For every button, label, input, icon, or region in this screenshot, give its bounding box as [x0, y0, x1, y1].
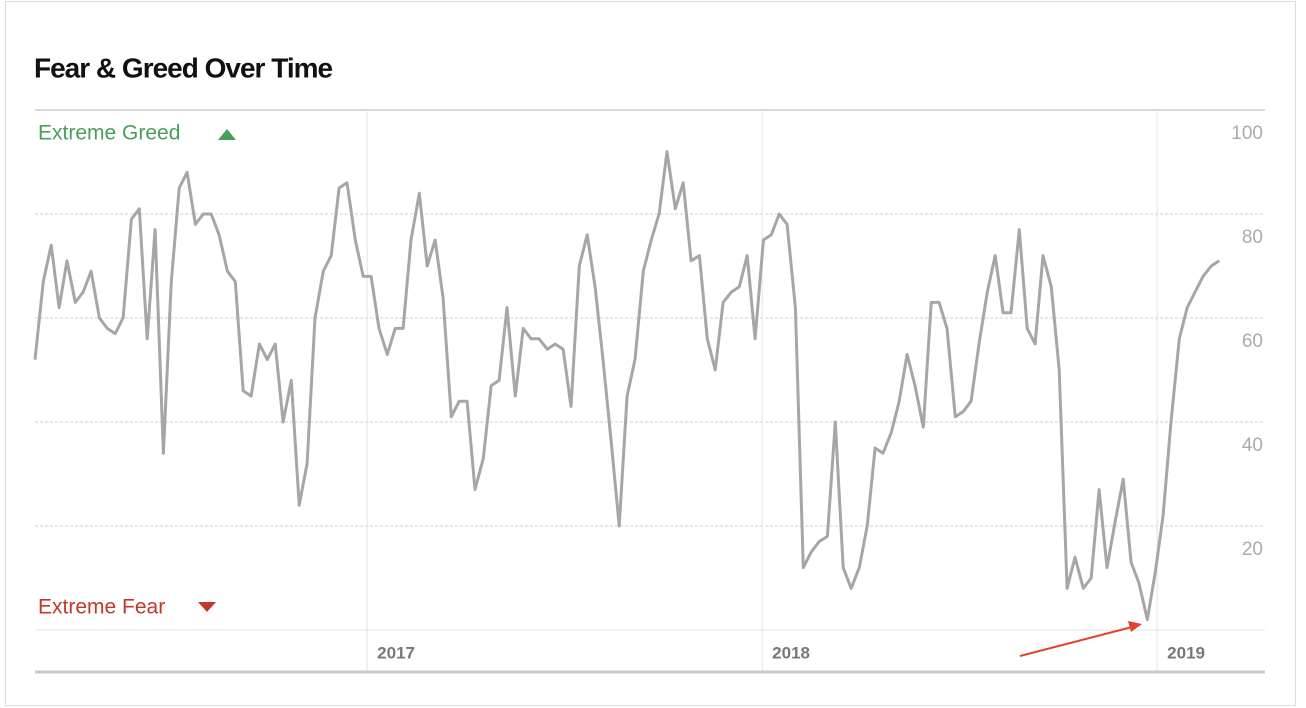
up-triangle [218, 129, 236, 140]
chart-title: Fear & Greed Over Time [34, 52, 333, 83]
y-tick-label: 20 [1242, 539, 1263, 560]
y-tick-label: 40 [1242, 435, 1263, 456]
x-tick-label: 2018 [772, 643, 810, 662]
x-tick-label: 2019 [1167, 643, 1205, 662]
fear-label: Extreme Fear [38, 596, 165, 619]
arrow-shaft [1019, 626, 1133, 657]
arrow-head [1128, 621, 1142, 632]
y-tick-label: 60 [1242, 331, 1263, 352]
panel-border [5, 1, 1296, 706]
y-tick-label: 80 [1242, 227, 1263, 248]
x-tick-label: 2017 [377, 643, 415, 662]
greed-label: Extreme Greed [38, 122, 180, 145]
series-line [33, 150, 1221, 622]
plot-area: 20 40 60 80 100 2017 2018 2019 [33, 109, 1265, 674]
down-triangle [198, 602, 216, 612]
y-tick-label: 100 [1231, 123, 1263, 144]
